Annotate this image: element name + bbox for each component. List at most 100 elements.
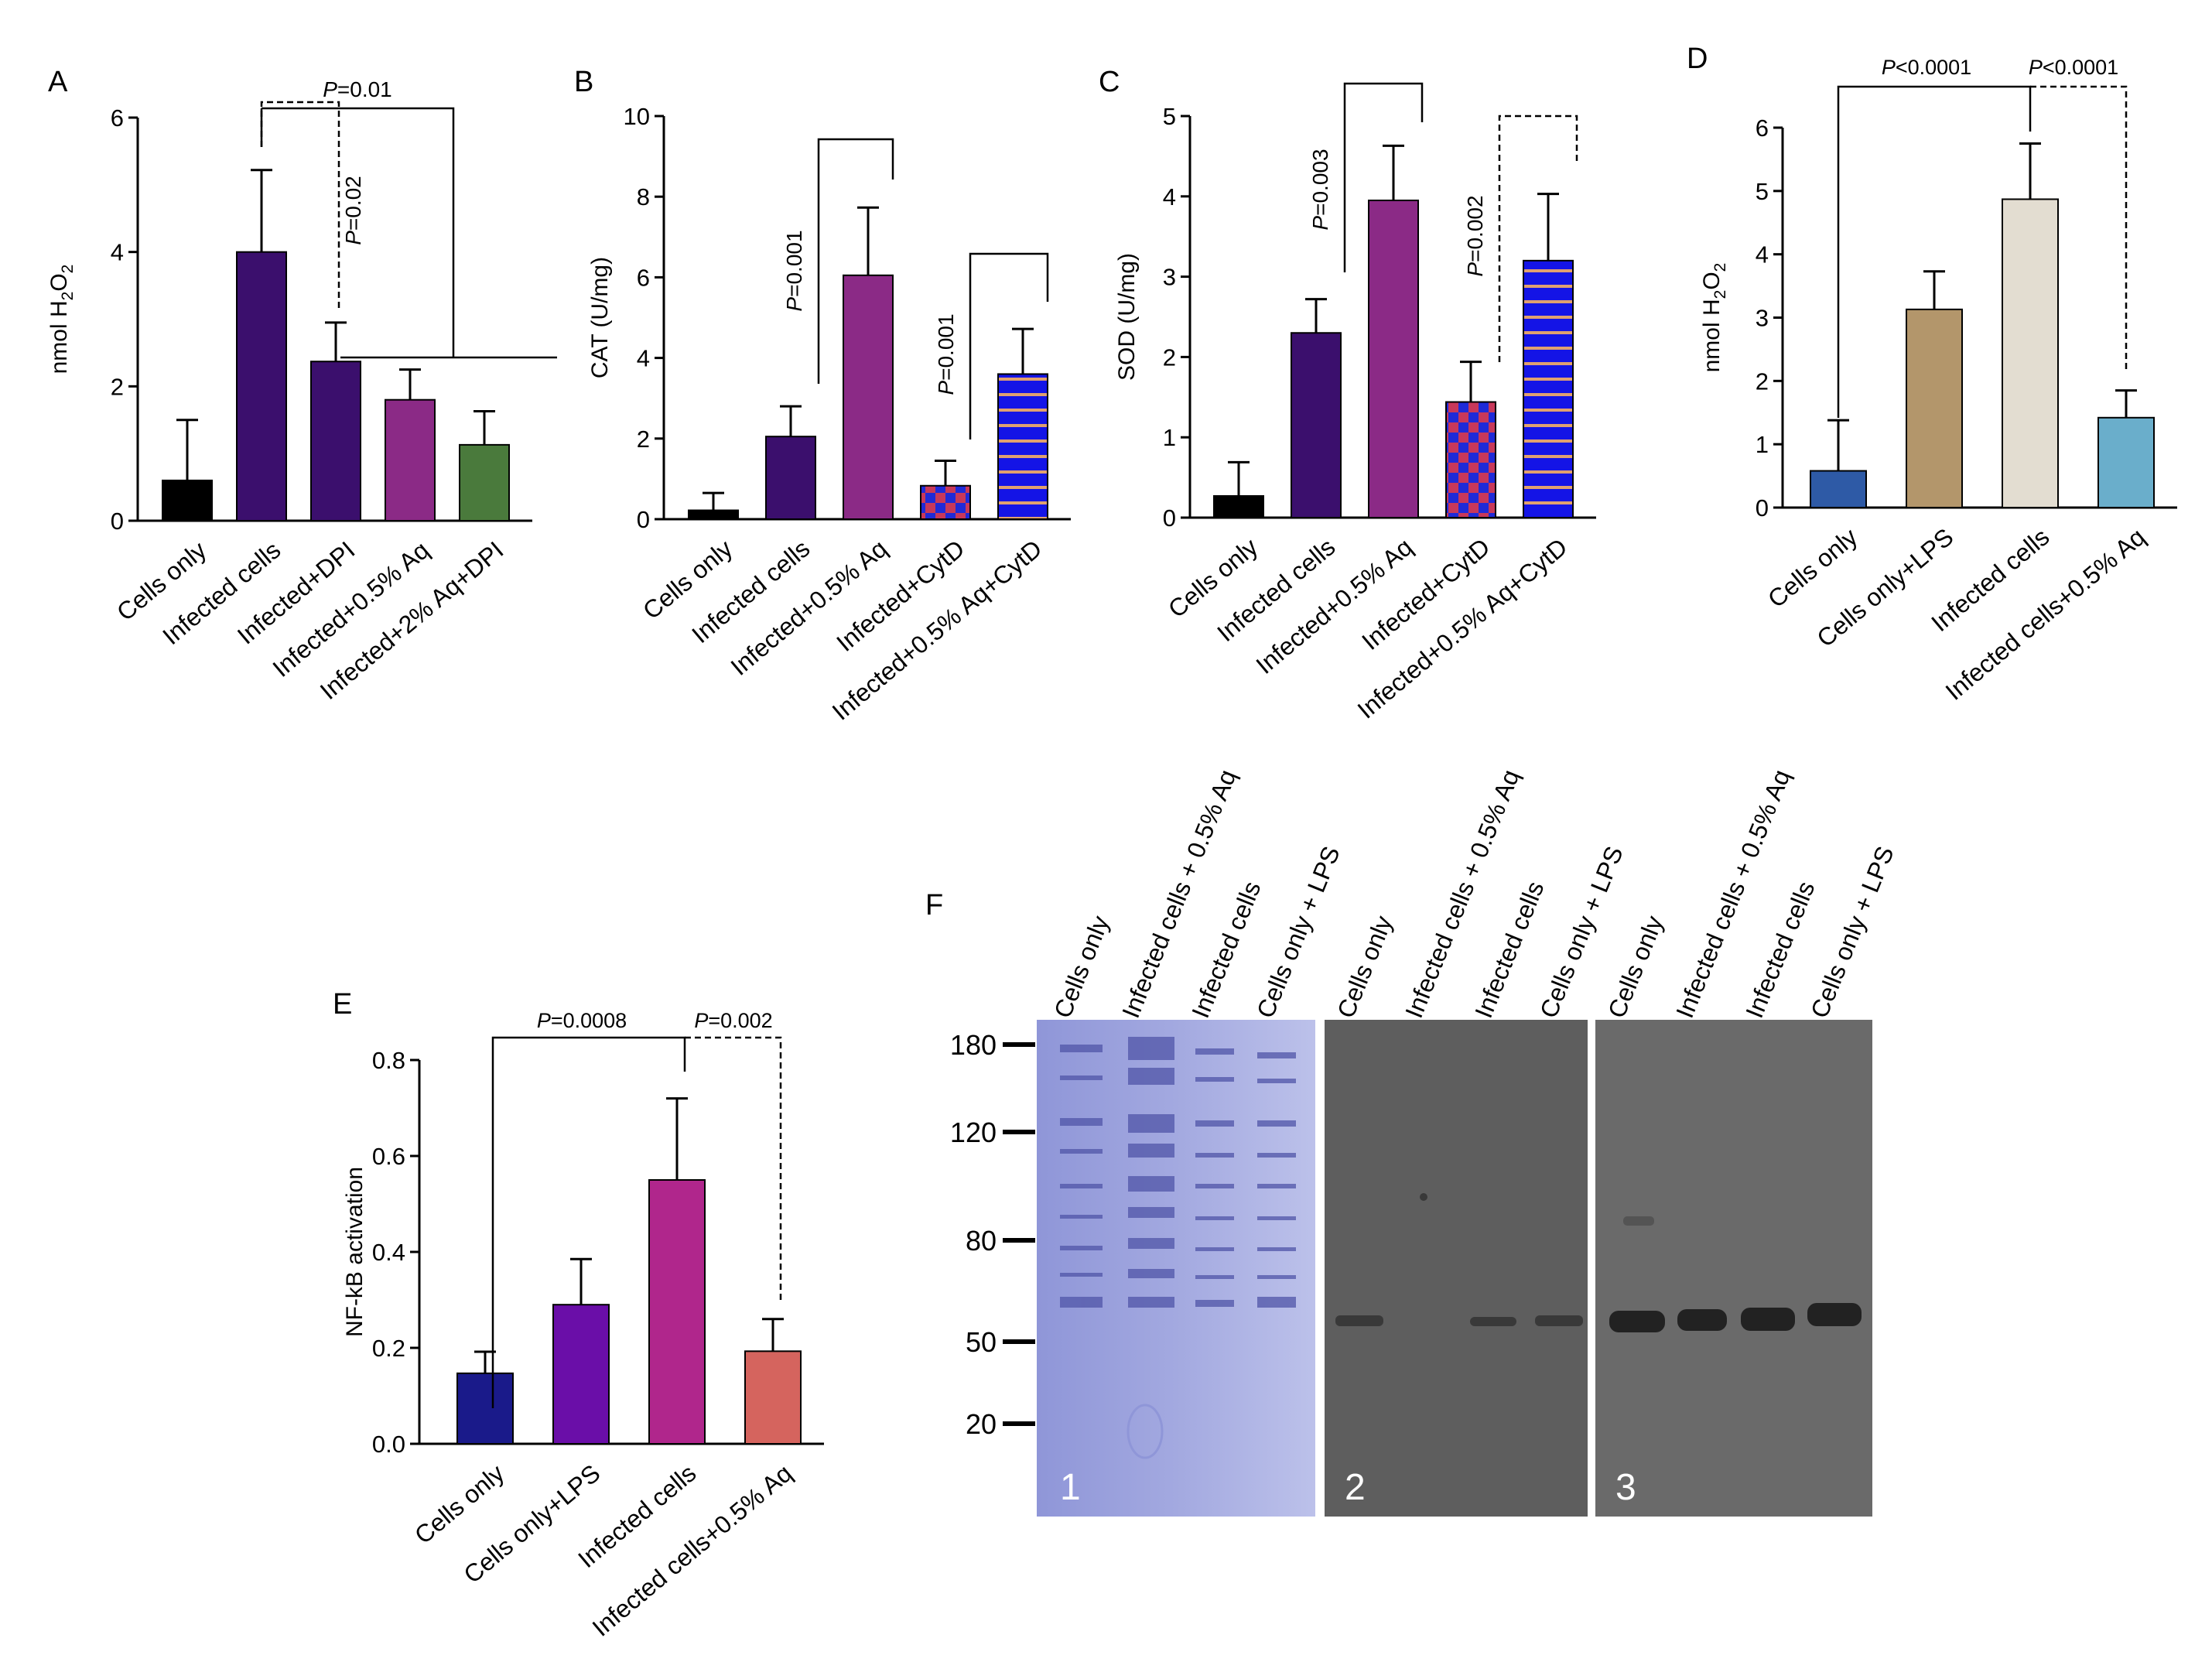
p-value: <0.0001 [1896,56,1971,79]
y-tick-label: 0 [111,508,124,535]
p-value: =0.003 [1308,149,1332,215]
y-tick-label: 4 [637,345,650,372]
p-value-label: P=0.001 [934,313,958,395]
y-axis-label-part: 2 [59,292,77,301]
bar [1810,470,1867,509]
y-axis-label: nmol H2O2 [46,265,77,374]
y-tick-label: 0 [1163,504,1176,532]
y-tick-label: 2 [637,426,650,453]
lane-label: Infected cells [1469,877,1549,1022]
significance-bracket [260,107,557,359]
marker-80: 80 [966,1225,997,1257]
y-tick-label: 0.2 [372,1335,405,1362]
y-tick-label: 5 [1756,178,1769,205]
significance-bracket [1498,115,1578,362]
bar [648,1179,706,1445]
p-value: =0.01 [337,77,392,101]
bar [765,436,816,521]
p-value-label: P=0.002 [694,1009,772,1032]
marker-180: 180 [950,1029,997,1061]
lane-label: Cells only + LPS [1251,843,1345,1022]
bar [310,361,361,522]
significance-bracket [1343,82,1424,272]
bar [552,1304,610,1445]
bar [920,484,971,521]
bar [2097,416,2155,509]
p-symbol: P [537,1009,551,1032]
gel-3-bands [1609,1216,1862,1332]
y-tick-label: 4 [1756,241,1769,268]
y-axis-label-part: nmol H [46,300,72,374]
y-axis-label-part: 2 [59,265,77,274]
y-tick-label: 1 [1163,424,1176,451]
lane-label: Infected cells [1186,877,1266,1022]
y-axis-label: NF-kB activation [342,1167,368,1337]
bar [1445,401,1496,519]
bar [2002,198,2059,508]
significance-bracket [685,1036,782,1300]
p-symbol: P [934,381,958,395]
significance-bracket [1837,85,2032,418]
marker-120: 120 [950,1117,997,1148]
gel-number-2: 2 [1345,1467,1366,1508]
lane-label: Cells only + LPS [1805,843,1899,1022]
y-tick-label: 10 [624,103,650,130]
p-value: <0.0001 [2043,56,2118,79]
marker-20: 20 [966,1408,997,1440]
y-axis-label-part: 2 [1711,290,1729,299]
y-tick-label: 3 [1756,305,1769,332]
p-value: =0.02 [341,176,365,231]
bar [459,443,510,522]
bar [1906,308,1963,508]
p-symbol: P [782,297,806,312]
p-symbol: P [323,77,337,101]
marker-50: 50 [966,1326,997,1358]
y-tick-label: 0 [1756,494,1769,522]
p-symbol: P [694,1009,708,1032]
y-tick-label: 4 [111,239,124,266]
panel-letter-e: E [333,988,352,1021]
y-tick-label: 4 [1163,183,1176,210]
bar [385,398,436,522]
significance-bracket [969,252,1049,439]
y-tick-label: 2 [1163,344,1176,371]
p-value-label: P<0.0001 [1882,56,1971,79]
significance-bracket [260,101,340,308]
y-tick-label: 5 [1163,103,1176,130]
bar [162,479,213,522]
y-axis-label: nmol H2O2 [1699,263,1729,373]
p-value-label: P=0.003 [1308,149,1332,230]
gel-panel: 180 120 80 50 20 1 2 3 Cells only Infecte… [950,766,1899,1517]
y-axis-label-part: 2 [1711,263,1729,272]
p-value-label: P=0.02 [341,176,365,245]
bar [843,274,894,520]
panel-letter-f: F [925,889,943,922]
gel-image-1 [1037,1020,1315,1517]
y-tick-label: 0.0 [372,1431,405,1458]
gel-image-2 [1325,1020,1588,1517]
y-tick-label: 8 [637,183,650,210]
gel-number-3: 3 [1615,1467,1636,1508]
p-value-label: P=0.001 [782,230,806,311]
panel-letter-c: C [1099,66,1120,98]
bar [1291,332,1342,519]
y-tick-label: 0 [637,506,650,533]
bar [236,251,287,522]
bar [1523,259,1574,518]
panel-letter-d: D [1687,43,1708,75]
p-value: =0.001 [782,230,806,296]
marker-ticks [1003,1042,1035,1426]
bar [1368,199,1419,518]
lane-label: Cells only [1048,912,1114,1022]
p-symbol: P [2029,56,2043,79]
panel-letter-b: B [574,66,593,98]
bar [456,1372,514,1445]
p-symbol: P [1308,216,1332,231]
gel-1-spot [1127,1404,1164,1459]
lane-label: Cells only [1602,912,1668,1022]
bar [997,373,1048,520]
